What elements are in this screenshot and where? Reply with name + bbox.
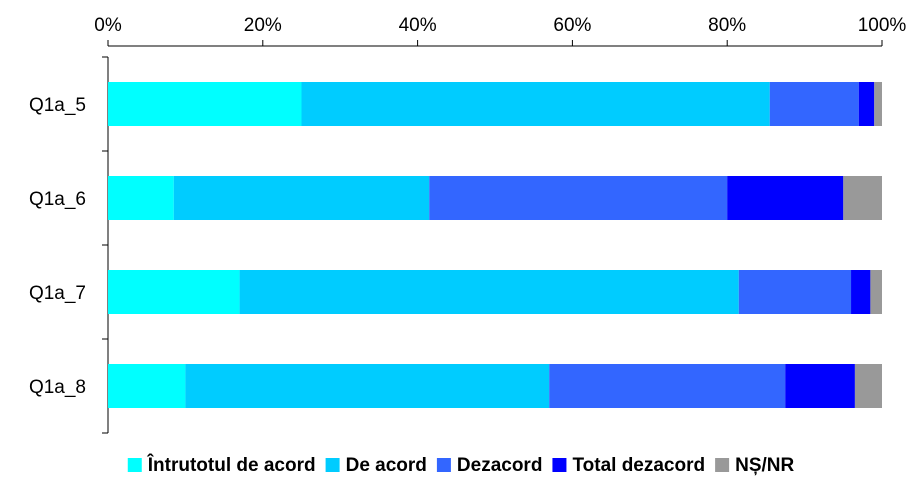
x-tick-label: 40% [399,15,437,36]
legend-label: Întrutotul de acord [147,454,316,476]
legend-swatch [325,458,340,472]
legend-label: NȘ/NR [735,455,794,476]
bar-segment-q1a_7-series-4 [870,270,882,314]
x-tick-label: 0% [94,15,122,36]
legend-label: Total dezacord [572,455,705,476]
legend-label: Dezacord [457,455,543,476]
x-tick-label: 60% [553,15,591,36]
bar-segment-q1a_8-series-0 [108,364,186,408]
legend-swatch [552,458,567,472]
category-label: Q1a_7 [29,283,86,304]
legend-label: De acord [346,455,427,476]
bar-segment-q1a_5-series-3 [858,82,875,126]
bar-segment-q1a_5-series-4 [874,82,882,126]
bar-segment-q1a_8-series-3 [785,364,855,408]
bar-segment-q1a_8-series-4 [854,364,882,408]
legend-swatch [715,458,730,472]
bar-segment-q1a_5-series-1 [301,82,770,126]
bar-segment-q1a_7-series-2 [738,270,852,314]
x-tick-label: 80% [708,15,746,36]
bar-segment-q1a_7-series-1 [239,270,739,314]
bar-segment-q1a_8-series-1 [185,364,550,408]
bar-segment-q1a_6-series-2 [429,176,728,220]
category-label: Q1a_8 [29,377,86,398]
bar-segment-q1a_7-series-3 [851,270,871,314]
x-tick-label: 20% [244,15,282,36]
category-label: Q1a_5 [29,95,86,116]
bar-segment-q1a_6-series-3 [727,176,844,220]
x-tick-label: 100% [858,15,907,36]
bar-segment-q1a_6-series-0 [108,176,174,220]
bar-segment-q1a_6-series-4 [843,176,882,220]
category-label: Q1a_6 [29,189,86,210]
bar-segment-q1a_7-series-0 [108,270,240,314]
legend-swatch [127,458,142,472]
legend-swatch [436,458,451,472]
bar-segment-q1a_5-series-0 [108,82,302,126]
bar-segment-q1a_5-series-2 [769,82,859,126]
bar-segment-q1a_8-series-2 [549,364,786,408]
bar-segment-q1a_6-series-1 [173,176,430,220]
